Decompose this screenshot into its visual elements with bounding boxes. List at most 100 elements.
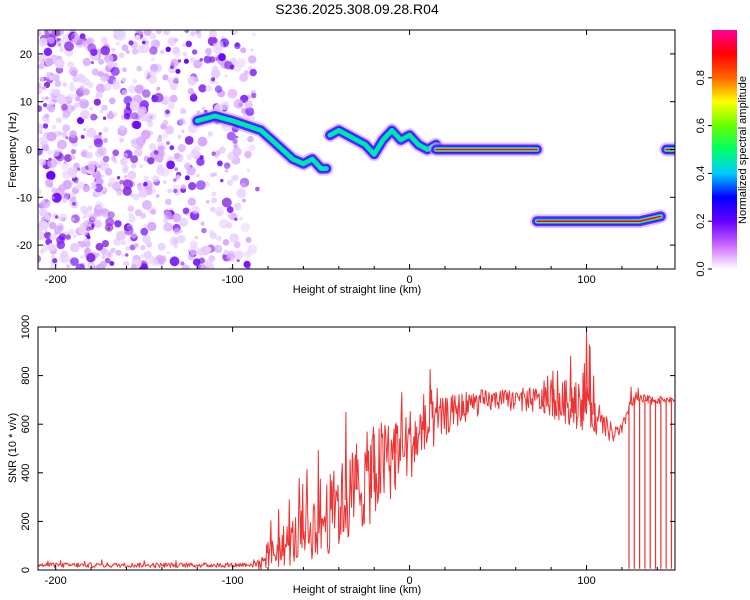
noise-blob	[115, 230, 126, 241]
noise-blob	[86, 152, 93, 159]
noise-blob	[138, 189, 148, 199]
noise-blob	[128, 85, 137, 94]
noise-blob	[100, 75, 108, 83]
noise-blob	[160, 49, 165, 55]
noise-blob	[75, 184, 82, 191]
snr-x-tick-label: -200	[45, 575, 67, 587]
noise-blob	[177, 175, 181, 179]
noise-blob	[150, 209, 157, 215]
noise-blob	[230, 175, 237, 182]
noise-blob	[233, 202, 242, 211]
noise-blob	[178, 118, 186, 125]
noise-blob	[137, 89, 142, 94]
noise-blob	[99, 261, 107, 269]
noise-blob	[191, 49, 198, 55]
noise-blob	[101, 255, 106, 259]
noise-blob	[51, 124, 57, 130]
noise-blob	[198, 84, 207, 93]
noise-blob	[149, 63, 159, 73]
noise-blob	[51, 196, 55, 200]
noise-blob	[38, 105, 43, 113]
noise-blob	[42, 85, 47, 90]
noise-blob	[87, 43, 97, 53]
noise-blob	[62, 82, 67, 87]
noise-blob	[98, 58, 105, 65]
noise-blob	[99, 109, 104, 114]
snr-y-tick-label: 600	[20, 415, 32, 433]
noise-blob	[62, 109, 71, 118]
noise-blob	[233, 64, 242, 73]
snr-spike	[372, 433, 376, 473]
noise-blob	[218, 146, 226, 154]
noise-blob	[177, 134, 182, 139]
noise-blob	[65, 234, 72, 240]
noise-blob	[143, 181, 148, 187]
noise-blob	[115, 249, 122, 256]
noise-blob	[160, 167, 170, 177]
noise-blob	[41, 217, 45, 222]
noise-blob	[233, 250, 244, 261]
noise-blob	[226, 131, 236, 141]
noise-blob	[214, 85, 223, 93]
snr-spike	[546, 375, 549, 402]
spectrogram-x-axis-label: Height of straight line (km)	[293, 284, 421, 296]
noise-blob	[46, 170, 56, 181]
noise-blob	[65, 136, 69, 140]
noise-blob	[55, 66, 64, 74]
noise-blob	[209, 56, 216, 63]
noise-blob	[61, 197, 68, 204]
noise-blob	[165, 198, 172, 206]
noise-blob	[229, 266, 233, 269]
noise-blob	[247, 244, 258, 254]
colorbar-tick-label: 0.8	[695, 70, 707, 85]
noise-blob	[109, 97, 116, 105]
snr-spike	[551, 370, 555, 403]
noise-blob	[119, 157, 128, 166]
noise-blob	[194, 235, 199, 240]
noise-blob	[61, 162, 69, 170]
noise-blob	[47, 243, 56, 252]
noise-blob	[56, 139, 67, 150]
noise-blob	[182, 43, 186, 47]
noise-blob	[60, 103, 68, 111]
noise-blob	[242, 198, 246, 203]
noise-blob	[161, 132, 168, 139]
noise-blob	[84, 247, 91, 255]
snr-y-tick-label: 400	[20, 464, 32, 482]
noise-blob	[211, 68, 220, 78]
noise-blob	[46, 103, 54, 111]
spectrogram-y-tick-label: 10	[20, 97, 32, 109]
snr-spike	[585, 327, 588, 396]
noise-blob	[248, 55, 257, 64]
noise-blob	[55, 215, 59, 219]
snr-spike	[288, 499, 291, 544]
noise-blob	[112, 81, 121, 90]
noise-blob	[130, 163, 137, 169]
noise-blob	[70, 149, 77, 155]
noise-blob	[138, 30, 144, 36]
noise-blob	[180, 108, 187, 115]
noise-blob	[44, 113, 50, 119]
noise-blob	[53, 89, 61, 97]
noise-blob	[101, 240, 109, 248]
noise-blob	[240, 182, 247, 188]
noise-blob	[132, 193, 140, 201]
noise-blob	[38, 158, 47, 166]
noise-blob	[186, 153, 193, 161]
noise-blob	[49, 233, 57, 241]
snr-x-tick-label: -100	[222, 575, 244, 587]
spectrogram-y-tick-label: 0	[26, 145, 32, 157]
noise-blob	[149, 70, 157, 77]
noise-blob	[121, 77, 127, 83]
noise-blob	[32, 85, 36, 89]
noise-blob	[243, 70, 249, 76]
noise-blob	[245, 266, 251, 269]
noise-blob	[82, 215, 86, 219]
noise-blob	[51, 187, 58, 194]
noise-blob	[123, 113, 131, 120]
noise-blob	[165, 109, 170, 115]
noise-blob	[180, 184, 187, 190]
noise-blob	[205, 47, 212, 55]
